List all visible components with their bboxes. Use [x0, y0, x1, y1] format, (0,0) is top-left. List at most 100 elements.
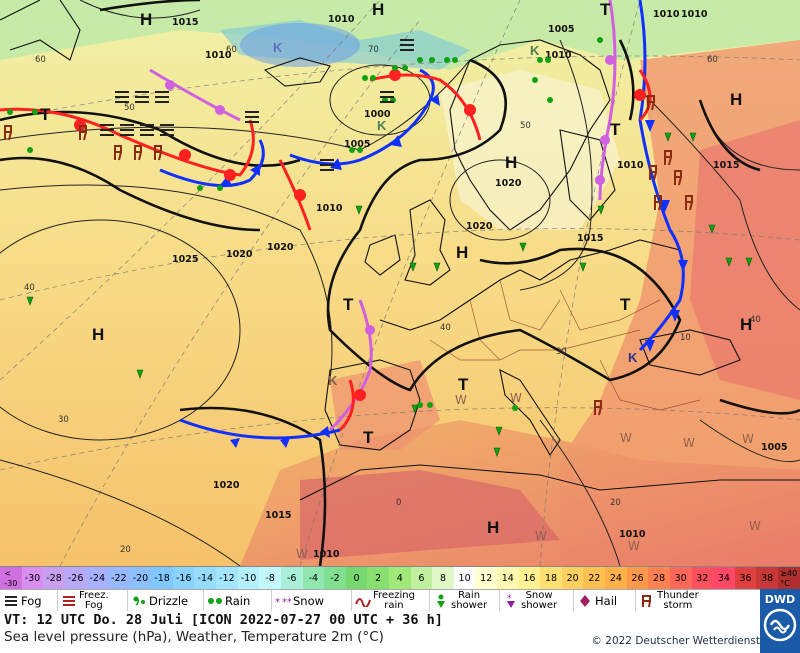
pressure-label: 1020 [213, 480, 240, 491]
pressure-label: 1010 [617, 160, 644, 171]
grid-label: 0 [396, 498, 401, 508]
pressure-label: 1010 [545, 50, 572, 61]
weather-code: W [749, 519, 761, 533]
grid-label: 60 [226, 45, 237, 55]
grid-label: 60 [35, 55, 46, 65]
legend-freez-fog: Freez. Fog [58, 590, 128, 612]
weather-map: H H K T K T K H H T T H K H T K H T T H … [0, 0, 800, 566]
pressure-center: T [600, 0, 611, 19]
scale-swatch: -20 [129, 567, 152, 590]
grid-label: 40 [24, 283, 35, 293]
grid-label: 20 [120, 545, 131, 555]
pressure-center: H [456, 243, 468, 262]
pressure-label: 1005 [761, 442, 787, 453]
scale-swatch: 14 [497, 567, 519, 590]
weather-code: W [742, 432, 754, 446]
pressure-center: T [343, 295, 354, 314]
chart-description: Sea level pressure (hPa), Weather, Tempe… [4, 629, 384, 645]
pressure-center: T [610, 120, 621, 139]
pressure-center: K [328, 373, 338, 388]
scale-swatch: 6 [410, 567, 433, 590]
grid-label: 30 [58, 415, 69, 425]
weather-code: W [535, 529, 547, 543]
weather-code: W [620, 431, 632, 445]
scale-swatch: 28 [648, 567, 670, 590]
weather-code: W [455, 393, 467, 407]
scale-swatch: 36 [734, 567, 757, 590]
grid-label: 60 [707, 55, 718, 65]
pressure-center: K [530, 43, 540, 58]
rain-shower-icon [433, 594, 449, 608]
pressure-center: H [372, 0, 384, 19]
pressure-center: H [505, 153, 517, 172]
dwd-logo: DWD [760, 589, 800, 653]
weather-code: W [628, 539, 640, 553]
grid-label: 30 [556, 347, 567, 357]
pressure-label: 1010 [653, 9, 680, 20]
drizzle-icon [131, 594, 147, 608]
svg-text:**: ** [282, 597, 291, 607]
snow-icon: * ** [275, 594, 291, 608]
pressure-label: 1015 [265, 510, 291, 521]
legend-fog: Fog [0, 590, 58, 612]
svg-text:*: * [507, 594, 512, 604]
svg-text:*: * [275, 597, 280, 607]
scale-swatch: < -30 [0, 567, 22, 590]
pressure-center: H [730, 90, 742, 109]
legend-snow: * ** Snow [272, 590, 352, 612]
scale-swatch: 12 [475, 567, 498, 590]
legend-rain-shower: Rain shower [430, 590, 500, 612]
pressure-label: 1010 [313, 549, 340, 560]
grid-label: 70 [368, 45, 379, 55]
weather-legend: Fog Freez. Fog Drizzle Rain * ** Snow Fre… [0, 589, 760, 612]
scale-swatch: 24 [605, 567, 627, 590]
scale-swatch: -18 [151, 567, 173, 590]
grid-label: 50 [124, 103, 135, 113]
pressure-label: 1020 [466, 221, 493, 232]
valid-time: VT: 12 UTC Do. 28 Juli [ICON 2022-07-27 … [4, 612, 443, 628]
pressure-center: T [40, 105, 51, 124]
scale-swatch: 8 [432, 567, 454, 590]
pressure-label: 1025 [172, 254, 198, 265]
pressure-center: K [628, 350, 638, 365]
chart-info: VT: 12 UTC Do. 28 Juli [ICON 2022-07-27 … [0, 611, 760, 653]
scale-swatch: -26 [64, 567, 87, 590]
scale-swatch: -2 [324, 567, 346, 590]
pressure-center: H [140, 10, 152, 29]
snow-shower-icon: * [503, 594, 519, 608]
legend-hail: Hail [574, 590, 636, 612]
grid-label: 40 [750, 315, 761, 325]
pressure-center: T [458, 375, 469, 394]
scale-swatch: -24 [86, 567, 109, 590]
pressure-center: K [273, 40, 283, 55]
scale-swatch: 34 [713, 567, 735, 590]
pressure-center: K [377, 118, 387, 133]
pressure-label: 1010 [316, 203, 343, 214]
scale-swatch: 10 [453, 567, 476, 590]
scale-swatch: 22 [583, 567, 606, 590]
scale-swatch: -28 [43, 567, 65, 590]
legend-drizzle: Drizzle [128, 590, 204, 612]
scale-swatch: -30 [21, 567, 44, 590]
pressure-center: T [363, 428, 374, 447]
scale-swatch: -6 [280, 567, 303, 590]
rain-icon [207, 594, 223, 608]
pressure-label: 1010 [205, 50, 232, 61]
pressure-label: 1005 [548, 24, 574, 35]
legend-thunderstorm: Thunder storm [636, 590, 760, 612]
pressure-label: 1015 [172, 17, 198, 28]
scale-swatch: -14 [194, 567, 217, 590]
grid-label: 10 [680, 333, 691, 343]
copyright: © 2022 Deutscher Wetterdienst [591, 635, 760, 647]
pressure-label: 1020 [267, 242, 294, 253]
scale-swatch: 16 [518, 567, 541, 590]
scale-swatch: 26 [626, 567, 649, 590]
scale-swatch: 30 [669, 567, 692, 590]
pressure-label: 1020 [495, 178, 522, 189]
weather-code: W [296, 547, 308, 561]
pressure-center: T [620, 295, 631, 314]
weather-code: W [683, 436, 695, 450]
fog-icon [3, 594, 19, 608]
grid-label: 40 [440, 323, 451, 333]
